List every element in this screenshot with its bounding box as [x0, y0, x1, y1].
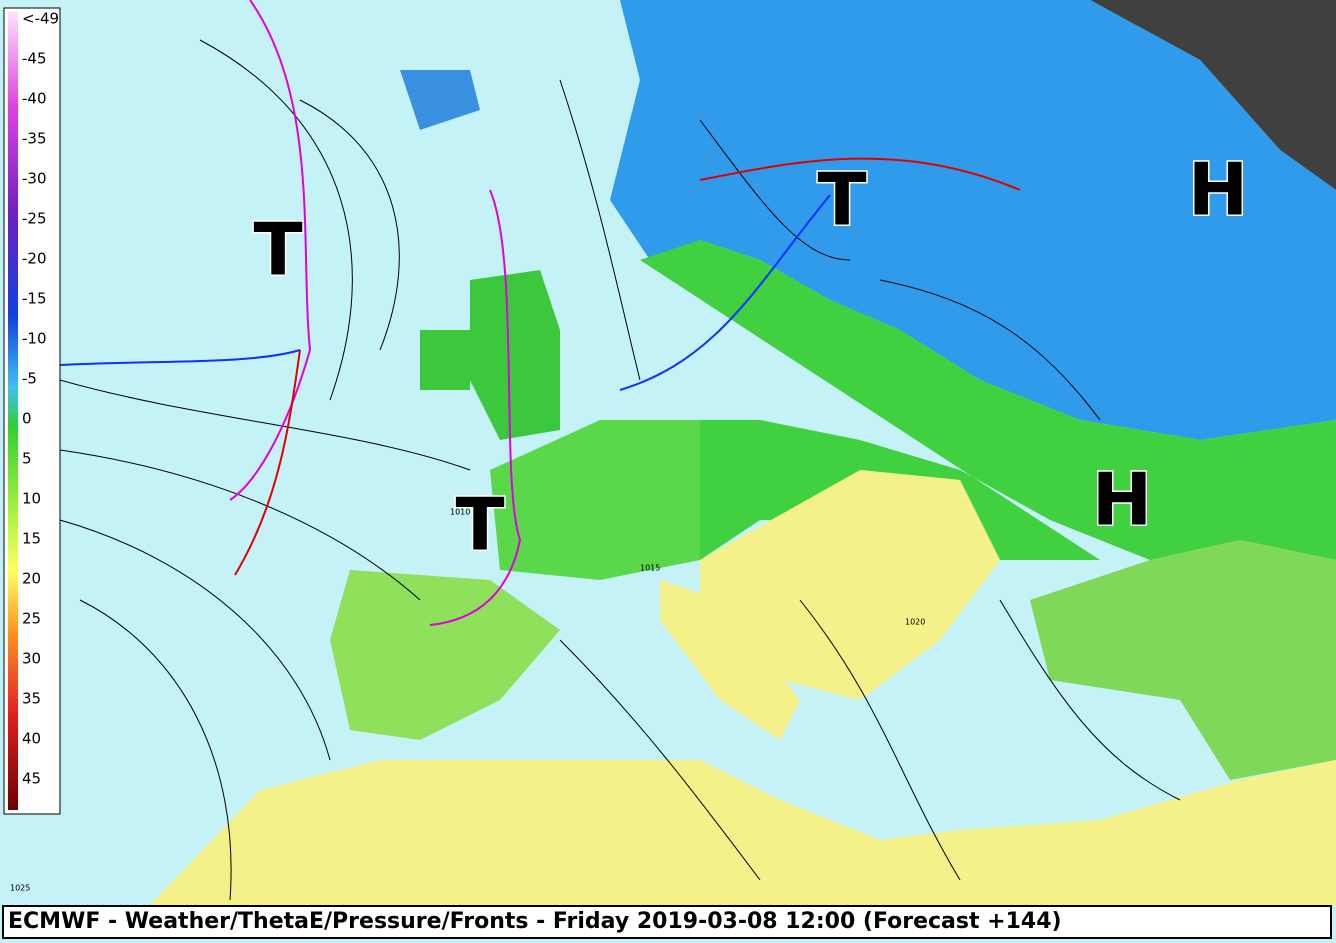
legend-label: -5 — [22, 370, 37, 388]
legend-label: 25 — [22, 610, 41, 628]
pressure-center: T — [455, 483, 504, 567]
pressure-center: H — [1092, 458, 1152, 542]
out-of-domain — [1090, 0, 1336, 190]
pressure-center: H — [1188, 148, 1248, 232]
land-mild — [540, 240, 1336, 560]
isobar-label: 1010 — [450, 508, 470, 517]
legend-label: 10 — [22, 490, 41, 508]
land-france — [490, 420, 700, 580]
legend-label: -30 — [22, 170, 47, 188]
land-africa — [150, 760, 1336, 905]
isobars — [59, 39, 1181, 901]
land-iceland — [400, 70, 480, 130]
land-cold — [610, 0, 1336, 440]
land-ireland — [420, 330, 470, 390]
land-britain — [470, 270, 560, 440]
legend-scale — [8, 12, 18, 810]
color-legend — [3, 7, 61, 815]
pressure-center: T — [253, 208, 302, 292]
legend-label: -10 — [22, 330, 47, 348]
land-turkey — [1030, 540, 1336, 780]
legend-label: -20 — [22, 250, 47, 268]
legend-label: -35 — [22, 130, 47, 148]
footer-title: ECMWF - Weather/ThetaE/Pressure/Fronts -… — [2, 905, 1332, 939]
fronts — [59, 0, 1021, 626]
legend-label: 0 — [22, 410, 32, 428]
legend-label: 35 — [22, 690, 41, 708]
legend-label: -15 — [22, 290, 47, 308]
legend-label: <-49 — [22, 10, 59, 28]
legend-label: 40 — [22, 730, 41, 748]
legend-label: 15 — [22, 530, 41, 548]
legend-label: 20 — [22, 570, 41, 588]
isobar-label: 1015 — [640, 564, 660, 573]
legend-label: 45 — [22, 770, 41, 788]
isobar-label: 1025 — [10, 884, 30, 893]
legend-label: 5 — [22, 450, 32, 468]
legend-label: -25 — [22, 210, 47, 228]
isobar-label: 1020 — [905, 618, 925, 627]
land-balkans — [700, 470, 1000, 700]
legend-label: -45 — [22, 50, 47, 68]
land-iberia — [330, 570, 560, 740]
pressure-center: T — [817, 158, 866, 242]
land-italy — [660, 580, 800, 740]
legend-label: 30 — [22, 650, 41, 668]
legend-label: -40 — [22, 90, 47, 108]
